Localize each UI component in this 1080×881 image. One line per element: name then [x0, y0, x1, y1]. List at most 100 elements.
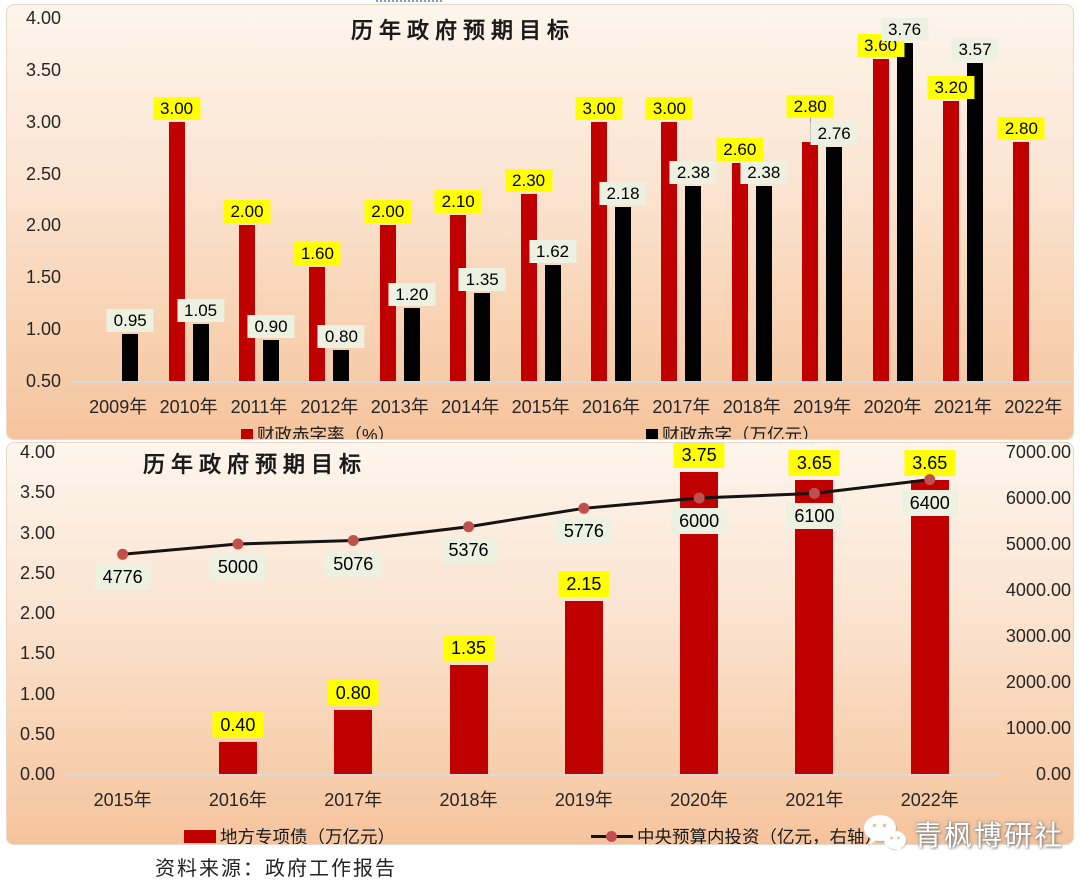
x-axis-tick-label: 2021年 — [933, 397, 993, 417]
line-data-marker — [232, 538, 244, 550]
bar-value-label: 2.60 — [716, 138, 764, 162]
bar-deficit-amount — [826, 146, 843, 381]
bar-value-label: 3.75 — [673, 443, 725, 469]
bar-deficit-ratio — [1013, 142, 1030, 381]
legend-item-deficit-amount: 财政赤字（万亿元） — [646, 422, 820, 439]
legend-item-central-budget-investment: 中央预算内投资（亿元，右轴） — [591, 824, 882, 844]
y-axis-tick-label: 1.00 — [25, 319, 61, 340]
right-axis-tick-label: 0.00 — [1035, 764, 1071, 784]
bar-deficit-ratio — [802, 142, 819, 381]
bar-value-label: 0.90 — [247, 314, 295, 338]
bar-deficit-amount — [755, 186, 772, 381]
left-axis-tick-label: 1.00 — [19, 683, 55, 704]
x-axis-tick-label: 2016年 — [581, 397, 641, 417]
bottom-chart-plot-area: 4.00 3.50 3.00 2.50 2.00 1.50 1.00 0.50 0.00 7000… — [7, 442, 1073, 844]
bar-deficit-amount — [403, 308, 420, 381]
spellcheck-squiggle-decoration — [376, 0, 442, 2]
bar-value-label: 0.40 — [212, 711, 264, 738]
line-value-label: 5076 — [325, 550, 382, 577]
right-axis-tick-label: 2000.00 — [1005, 672, 1071, 692]
right-axis-tick-label: 3000.00 — [1005, 626, 1071, 646]
x-axis-tick-label: 2015年 — [93, 790, 152, 810]
line-value-label: 6000 — [671, 508, 728, 534]
bar-value-label: 3.00 — [153, 96, 201, 120]
bar-value-label: 2.80 — [786, 94, 834, 118]
line-value-label: 5000 — [209, 554, 266, 580]
y-axis-tick-label: 0.50 — [25, 371, 61, 391]
bottom-chart-panel: 历年政府预期目标 4.00 3.50 3.00 2.50 2.00 1.50 1.00 0.5… — [6, 442, 1074, 845]
x-axis-tick-label: 2017年 — [324, 790, 383, 810]
bar-deficit-ratio — [872, 59, 889, 381]
bar-value-label: 1.62 — [529, 239, 577, 263]
right-axis-tick-label: 6000.00 — [1005, 488, 1071, 508]
x-axis-tick-label: 2016年 — [208, 790, 267, 810]
right-axis-tick-label: 4000.00 — [1005, 580, 1071, 600]
bar-deficit-amount — [192, 323, 209, 381]
bar-value-label: 2.00 — [364, 200, 412, 224]
x-axis-tick-label: 2020年 — [670, 790, 729, 810]
x-axis-tick-label: 2021年 — [785, 790, 844, 810]
bar-value-label: 0.80 — [317, 324, 365, 348]
line-value-label: 4776 — [94, 564, 151, 591]
bar-value-label: 2.30 — [505, 169, 553, 193]
watermark: 青枫博研社 — [860, 810, 1064, 858]
x-axis-tick-label: 2010年 — [159, 397, 218, 417]
bottom-chart-title: 历年政府预期目标 — [143, 452, 368, 477]
x-axis-tick-label: 2014年 — [441, 397, 500, 417]
bar-value-label: 0.80 — [327, 679, 379, 706]
bar-deficit-amount — [967, 62, 983, 381]
line-value-label: 6400 — [901, 489, 958, 516]
bar-deficit-ratio — [450, 215, 467, 381]
bar-value-label: 2.76 — [810, 121, 858, 145]
bar-value-label: 2.38 — [740, 161, 788, 185]
bar-special-bonds — [334, 709, 373, 774]
bar-special-bonds — [449, 665, 488, 774]
bar-value-label: 3.00 — [645, 96, 693, 120]
bar-deficit-amount — [474, 292, 491, 381]
bar-value-label: 3.65 — [788, 450, 840, 477]
legend-label: 财政赤字率（%） — [257, 425, 396, 440]
top-chart-panel: 历年政府预期目标 4.00 3.50 3.00 2.50 2.00 1.50 1.00 0.5… — [6, 4, 1074, 440]
bar-special-bonds — [564, 600, 603, 774]
bar-deficit-ratio — [731, 163, 748, 381]
left-axis-tick-label: 0.50 — [19, 723, 55, 744]
line-data-marker — [347, 535, 359, 547]
bar-deficit-amount — [122, 334, 139, 381]
y-axis-tick-label: 2.50 — [25, 163, 61, 184]
top-chart-title: 历年政府预期目标 — [351, 18, 576, 43]
x-axis-tick-label: 2017年 — [652, 397, 711, 417]
bar-deficit-ratio — [239, 225, 255, 381]
x-axis-tick-label: 2012年 — [300, 397, 359, 417]
y-axis-tick-label: 2.00 — [25, 215, 61, 236]
left-axis-tick-label: 3.50 — [19, 482, 55, 503]
left-axis-tick-label: 2.50 — [19, 562, 55, 583]
x-axis-tick-label: 2019年 — [554, 790, 613, 810]
bar-deficit-amount — [333, 349, 350, 381]
red-rect-legend-icon — [184, 830, 216, 843]
line-value-label: 5376 — [440, 536, 497, 563]
bar-deficit-amount — [896, 42, 913, 381]
bar-deficit-amount — [615, 206, 631, 381]
y-axis-tick-label: 3.00 — [25, 111, 61, 132]
bar-value-label: 2.00 — [223, 200, 271, 224]
bar-value-label: 1.20 — [388, 283, 436, 307]
bar-deficit-ratio — [379, 225, 396, 381]
x-axis-baseline — [65, 774, 1000, 776]
bar-value-label: 2.80 — [997, 117, 1045, 141]
y-axis-tick-label: 3.50 — [25, 59, 61, 80]
bar-value-label: 2.18 — [599, 181, 647, 205]
x-axis-tick-label: 2013年 — [370, 397, 429, 417]
bar-value-label: 3.76 — [881, 17, 929, 41]
bar-value-label: 3.65 — [904, 450, 956, 477]
legend-label: 地方专项债（万亿元） — [220, 827, 395, 845]
right-axis-tick-label: 7000.00 — [1005, 442, 1071, 462]
bar-deficit-ratio — [661, 121, 678, 381]
bar-value-label: 2.38 — [669, 161, 717, 185]
x-axis-tick-label: 2022年 — [1004, 397, 1063, 417]
x-axis-tick-label: 2018年 — [722, 397, 781, 417]
bar-value-label: 3.57 — [951, 37, 999, 61]
line-data-marker — [117, 548, 129, 560]
bar-deficit-ratio — [520, 194, 537, 381]
bar-deficit-ratio — [309, 266, 326, 381]
